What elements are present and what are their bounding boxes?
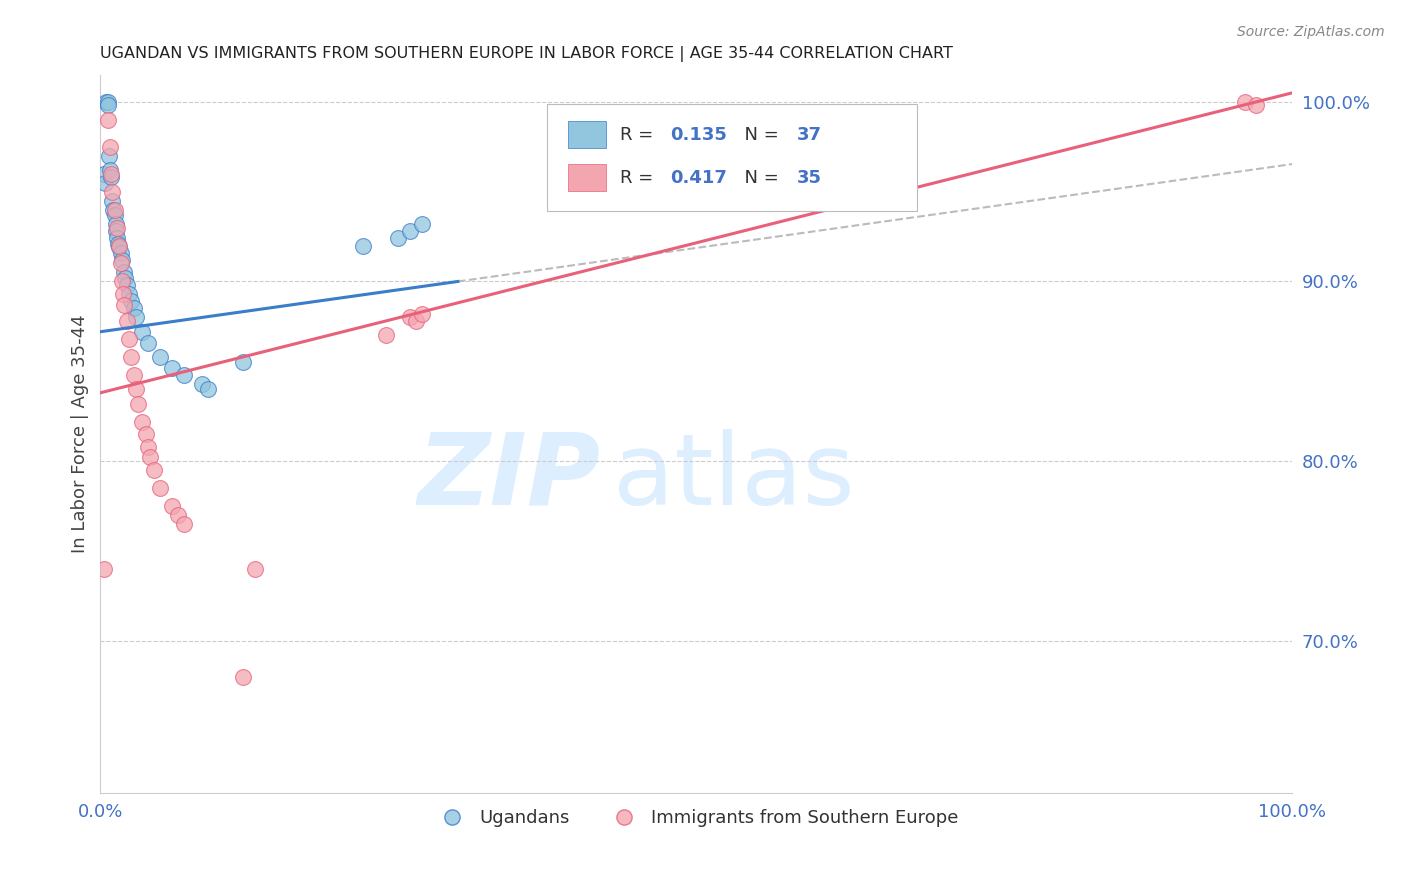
- Point: [96, 98, 118, 112]
- Point: [122, 368, 145, 382]
- Point: [387, 231, 409, 245]
- Point: [100, 170, 122, 185]
- Text: UGANDAN VS IMMIGRANTS FROM SOUTHERN EUROPE IN LABOR FORCE | AGE 35-44 CORRELATIO: UGANDAN VS IMMIGRANTS FROM SOUTHERN EURO…: [100, 46, 953, 62]
- Point: [160, 499, 183, 513]
- Text: Source: ZipAtlas.com: Source: ZipAtlas.com: [1237, 25, 1385, 39]
- Point: [110, 256, 132, 270]
- Point: [120, 294, 142, 309]
- Point: [411, 307, 433, 321]
- Point: [114, 270, 136, 285]
- Point: [166, 508, 188, 522]
- Point: [399, 310, 422, 325]
- Point: [108, 240, 131, 254]
- Point: [173, 516, 195, 531]
- Point: [149, 350, 172, 364]
- Point: [96, 95, 118, 109]
- Point: [112, 265, 135, 279]
- Point: [125, 382, 148, 396]
- Point: [107, 236, 129, 251]
- FancyBboxPatch shape: [547, 103, 917, 211]
- Text: ZIP: ZIP: [418, 429, 600, 525]
- Text: 0.417: 0.417: [671, 169, 727, 186]
- Point: [139, 450, 162, 465]
- Point: [96, 95, 118, 109]
- Point: [125, 310, 148, 325]
- Point: [399, 224, 422, 238]
- Point: [105, 231, 128, 245]
- Point: [111, 287, 134, 301]
- Point: [118, 332, 141, 346]
- Text: N =: N =: [733, 126, 785, 144]
- Point: [405, 314, 427, 328]
- Text: 37: 37: [796, 126, 821, 144]
- Point: [173, 368, 195, 382]
- Point: [105, 220, 128, 235]
- Point: [115, 314, 138, 328]
- Point: [98, 163, 121, 178]
- Point: [232, 355, 254, 369]
- Point: [136, 335, 159, 350]
- Point: [110, 245, 132, 260]
- Text: R =: R =: [620, 126, 659, 144]
- Point: [197, 382, 219, 396]
- Point: [245, 562, 267, 576]
- Point: [143, 463, 166, 477]
- Point: [190, 376, 212, 391]
- Point: [135, 427, 157, 442]
- Y-axis label: In Labor Force | Age 35-44: In Labor Force | Age 35-44: [72, 315, 89, 553]
- Point: [97, 149, 120, 163]
- FancyBboxPatch shape: [568, 164, 606, 191]
- Point: [149, 481, 172, 495]
- Point: [411, 217, 433, 231]
- Point: [104, 224, 127, 238]
- Point: [131, 325, 153, 339]
- Point: [108, 238, 131, 252]
- Legend: Ugandans, Immigrants from Southern Europe: Ugandans, Immigrants from Southern Europ…: [427, 802, 966, 835]
- Point: [122, 301, 145, 316]
- Point: [115, 278, 138, 293]
- Point: [127, 396, 149, 410]
- Point: [104, 202, 127, 217]
- Point: [232, 670, 254, 684]
- Point: [1233, 95, 1256, 109]
- Point: [111, 275, 134, 289]
- Point: [93, 562, 115, 576]
- Point: [101, 194, 124, 208]
- Text: 35: 35: [796, 169, 821, 186]
- Point: [93, 167, 115, 181]
- Text: R =: R =: [620, 169, 659, 186]
- FancyBboxPatch shape: [568, 121, 606, 148]
- Point: [118, 287, 141, 301]
- Point: [100, 167, 122, 181]
- Point: [1246, 98, 1268, 112]
- Point: [94, 176, 117, 190]
- Point: [131, 415, 153, 429]
- Point: [112, 298, 135, 312]
- Text: 0.135: 0.135: [671, 126, 727, 144]
- Point: [101, 185, 124, 199]
- Point: [96, 112, 118, 127]
- Point: [120, 350, 142, 364]
- Point: [136, 440, 159, 454]
- Point: [103, 202, 125, 217]
- Text: N =: N =: [733, 169, 785, 186]
- Point: [111, 252, 134, 267]
- Point: [98, 139, 121, 153]
- Point: [104, 217, 127, 231]
- Point: [160, 360, 183, 375]
- Point: [104, 208, 127, 222]
- Point: [375, 328, 398, 343]
- Point: [352, 238, 374, 252]
- Text: atlas: atlas: [613, 429, 855, 525]
